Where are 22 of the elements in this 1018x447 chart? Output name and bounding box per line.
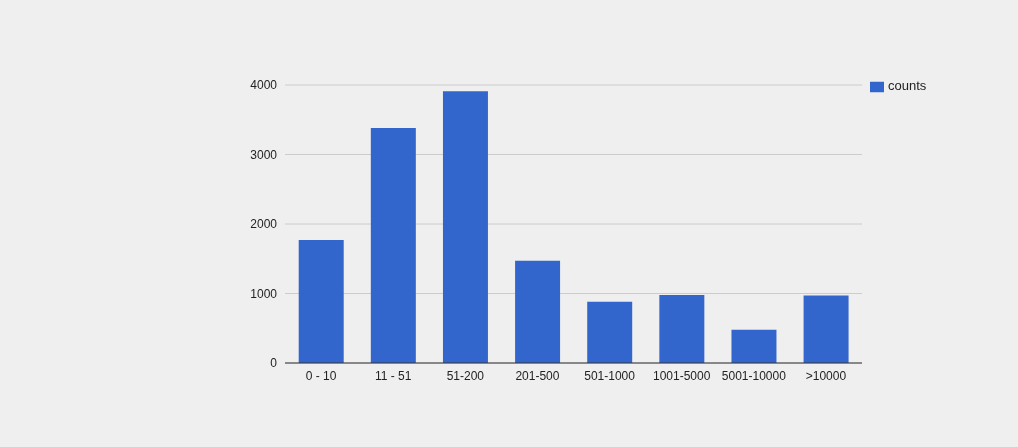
x-tick-label: 501-1000: [584, 368, 636, 383]
y-tick-label: 3000: [250, 147, 278, 162]
y-tick-label: 1000: [250, 286, 278, 301]
bar: [587, 301, 633, 363]
x-tick-label: 5001-10000: [721, 368, 787, 383]
x-tick-label: >10000: [805, 368, 847, 383]
x-tick-label: 51-200: [446, 368, 485, 383]
x-tick-label: 11 - 51: [374, 368, 412, 383]
legend-label: counts: [888, 78, 927, 93]
x-tick-label: 0 - 10: [305, 368, 337, 383]
x-tick-label: 1001-5000: [652, 368, 711, 383]
bar: [370, 128, 416, 363]
x-tick-label: 201-500: [515, 368, 560, 383]
bar: [298, 239, 344, 363]
bar: [803, 295, 849, 363]
y-tick-label: 2000: [250, 217, 278, 232]
y-tick-label: 4000: [250, 78, 278, 93]
bar: [659, 294, 705, 363]
bar: [731, 329, 777, 363]
y-tick-label: 0: [270, 356, 278, 371]
bar: [515, 260, 561, 363]
bar: [442, 91, 488, 363]
